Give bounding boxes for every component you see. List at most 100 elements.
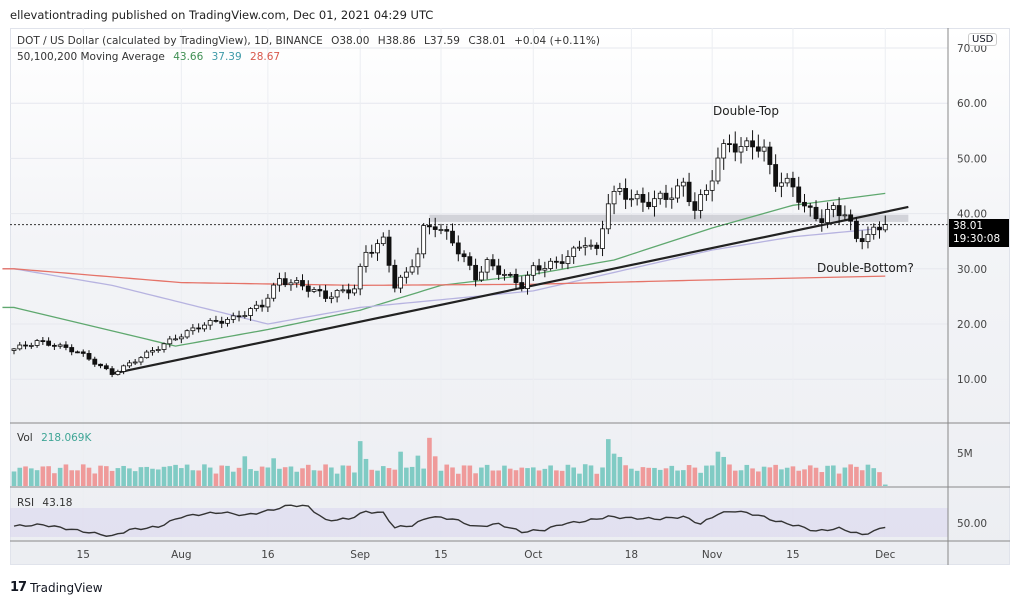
volume-bar <box>421 468 426 486</box>
candle-body <box>755 146 761 152</box>
volume-bar <box>859 470 865 486</box>
volume-bar <box>681 470 686 486</box>
double-bottom-annotation: Double-Bottom? <box>817 261 914 275</box>
candle-body <box>623 188 629 200</box>
volume-bar <box>802 469 807 486</box>
volume-bar <box>582 464 588 486</box>
candle-body <box>559 261 565 264</box>
candle-body <box>807 205 813 208</box>
volume-bar <box>11 471 17 486</box>
volume-bar <box>334 473 340 486</box>
time-tick-label: Nov <box>702 549 723 561</box>
volume-bar <box>450 467 455 486</box>
candle-body <box>802 201 807 207</box>
volume-bar <box>132 471 138 486</box>
volume-bar <box>807 465 813 486</box>
candle-body <box>17 344 23 350</box>
volume-bar <box>29 468 34 486</box>
candle-body <box>103 365 109 370</box>
candle-body <box>178 336 184 340</box>
volume-bar <box>669 465 675 486</box>
ohlc-close: C38.01 <box>468 35 506 47</box>
candle-body <box>357 265 363 290</box>
volume-bar <box>34 470 40 486</box>
candle-body <box>144 351 150 359</box>
volume-bar <box>346 465 351 486</box>
volume-bar <box>438 470 444 486</box>
volume-bar <box>23 466 28 486</box>
volume-bar <box>213 473 219 486</box>
brand-name: TradingView <box>30 580 103 595</box>
volume-bar <box>761 466 767 486</box>
currency-badge[interactable]: USD <box>968 33 998 46</box>
volume-bar <box>709 465 715 486</box>
price-tick-label: 10.00 <box>957 374 987 386</box>
price-tick-label: 50.00 <box>957 153 987 165</box>
candle-body <box>669 197 675 200</box>
candle-body <box>779 182 784 187</box>
volume-bar <box>704 465 709 486</box>
volume-bar <box>138 467 144 486</box>
volume-bar <box>86 467 92 486</box>
volume-bar <box>63 464 69 486</box>
volume-bar <box>871 468 877 486</box>
ma200-value: 28.67 <box>250 51 281 63</box>
candle-body <box>98 363 103 367</box>
candle-body <box>455 242 461 255</box>
candle-body <box>640 194 646 203</box>
volume-bar <box>554 470 559 486</box>
candle-body <box>727 143 732 145</box>
time-tick-label: Aug <box>171 549 192 561</box>
candle-body <box>236 315 242 318</box>
candle-body <box>611 190 617 205</box>
candle-body <box>738 146 744 153</box>
volume-bar <box>588 465 594 486</box>
candle-body <box>836 205 842 217</box>
candle-body <box>173 338 178 341</box>
ma100-value: 37.39 <box>211 51 242 63</box>
volume-bar <box>375 470 380 486</box>
volume-bar <box>196 470 201 486</box>
candle-body <box>796 186 802 203</box>
candle-body <box>536 265 542 271</box>
candle-body <box>675 185 680 199</box>
volume-bar <box>738 470 744 486</box>
candle-body <box>196 327 202 330</box>
candle-body <box>427 225 432 228</box>
candle-body <box>259 304 265 308</box>
volume-bar <box>877 472 882 486</box>
candle-body <box>184 330 190 338</box>
volume-bar <box>652 467 657 486</box>
volume-bar <box>542 468 548 486</box>
tradingview-logo[interactable]: 17 TradingView <box>10 580 103 595</box>
volume-bar <box>732 470 738 486</box>
volume-bar <box>144 466 150 486</box>
candle-body <box>63 344 69 348</box>
volume-bar <box>571 467 576 486</box>
volume-bar <box>836 473 842 486</box>
volume-bar <box>317 470 323 486</box>
volume-bar <box>750 468 755 486</box>
volume-bar <box>842 467 848 486</box>
candle-body <box>542 268 548 271</box>
volume-bar <box>796 470 802 486</box>
volume-bar <box>502 465 507 486</box>
candle-body <box>715 157 721 182</box>
candle-body <box>813 206 819 220</box>
volume-bar <box>127 468 132 486</box>
candle-body <box>507 273 513 276</box>
time-tick-label: Sep <box>350 549 370 561</box>
rsi-label: RSI <box>17 497 35 509</box>
volume-bar <box>507 468 513 486</box>
candle-body <box>69 347 75 353</box>
volume-bar <box>490 470 496 486</box>
volume-bar <box>167 466 173 486</box>
volume-bar <box>865 464 871 486</box>
volume-bar <box>744 464 750 486</box>
candle-body <box>865 234 871 243</box>
volume-value: 218.069K <box>41 432 92 444</box>
volume-bar <box>404 467 409 486</box>
candle-body <box>617 188 623 192</box>
candle-body <box>311 289 317 292</box>
rsi-value: 43.18 <box>42 497 73 509</box>
